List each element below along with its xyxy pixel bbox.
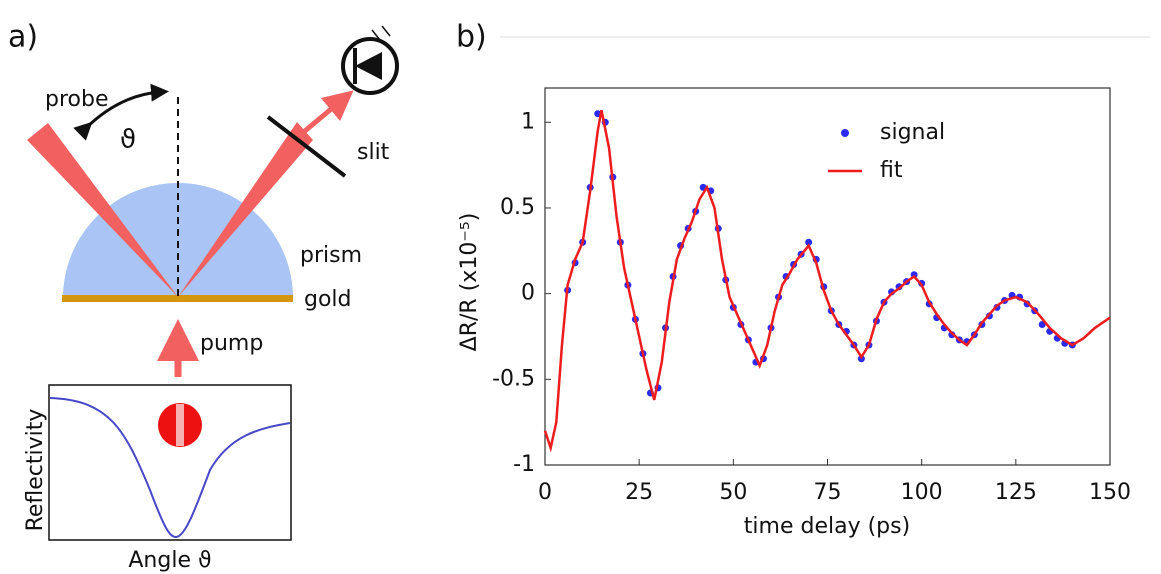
y-tick-label: 0.5 <box>500 195 535 220</box>
reflected-beam <box>178 122 313 297</box>
angle-arrow <box>73 83 169 141</box>
panel-label: b) <box>456 20 487 55</box>
plot-frame <box>544 87 1111 466</box>
label-prism: prism <box>300 243 362 268</box>
gold-film <box>62 295 293 302</box>
x-tick-label: 50 <box>719 480 747 505</box>
inset-curve <box>49 397 291 539</box>
label-gold: gold <box>304 287 352 312</box>
probe-beam <box>27 123 178 297</box>
x-tick-label: 100 <box>901 480 943 505</box>
legend-label: fit <box>880 158 903 183</box>
x-tick-label: 150 <box>1089 480 1131 505</box>
legend-marker <box>841 129 849 137</box>
x-tick-label: 25 <box>625 480 653 505</box>
light-arrow <box>371 29 381 41</box>
diode-symbol <box>355 52 382 80</box>
y-tick-label: -1 <box>513 452 535 477</box>
y-tick-label: 0 <box>521 281 535 306</box>
label-slit: slit <box>357 140 390 165</box>
y-tick-label: -0.5 <box>492 366 535 391</box>
fit-line <box>543 110 1111 453</box>
label-probe: probe <box>45 87 109 112</box>
x-tick-label: 125 <box>995 480 1037 505</box>
x-tick-label: 0 <box>538 480 552 505</box>
inset-y-label: Reflectivity <box>23 409 48 532</box>
y-tick-label: 1 <box>521 109 535 134</box>
beam-stripe <box>176 404 184 446</box>
inset-x-label: Angle ϑ <box>128 548 211 573</box>
slit <box>266 115 347 178</box>
light-arrow <box>381 25 391 37</box>
x-axis-label: time delay (ps) <box>744 514 910 539</box>
legend-label: signal <box>880 120 945 145</box>
prism <box>63 183 293 298</box>
y-axis-label: ΔR/R (x10⁻⁵) <box>457 213 482 352</box>
label-angle: ϑ <box>120 125 136 155</box>
panel-label: a) <box>8 20 38 55</box>
beam-arrow <box>298 90 354 137</box>
x-tick-label: 75 <box>814 480 842 505</box>
data-point <box>805 238 813 246</box>
label-pump: pump <box>200 331 263 356</box>
